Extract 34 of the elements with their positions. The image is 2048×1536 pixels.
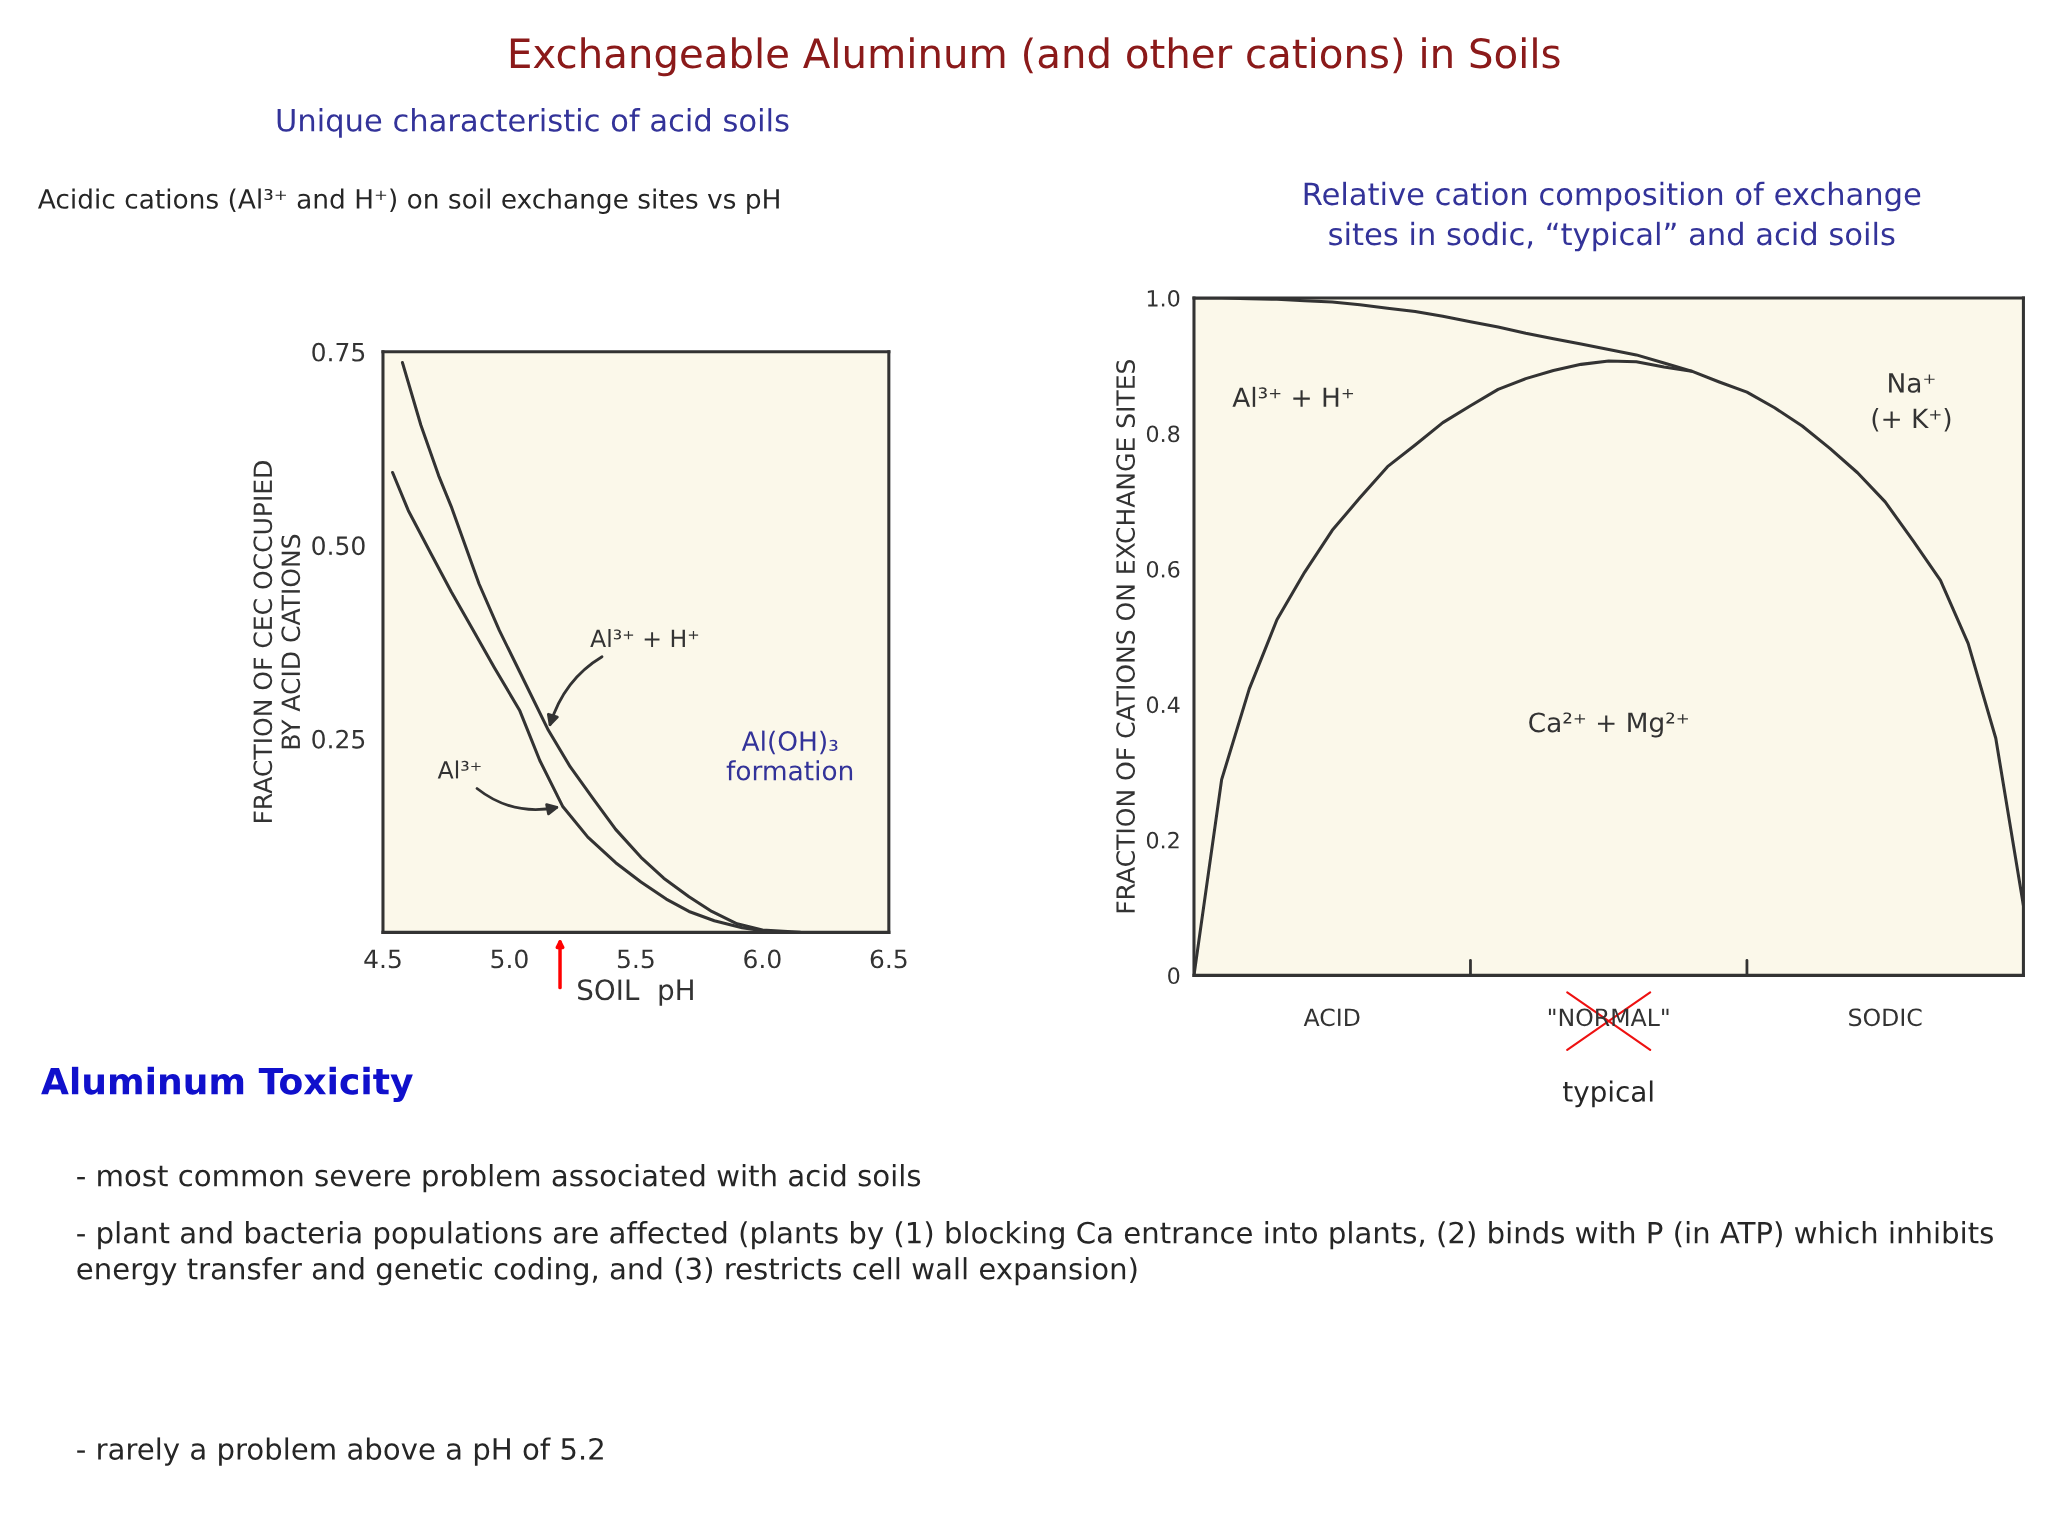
y-axis-title: FRACTION OF CATIONS ON EXCHANGE SITES (1116, 360, 1136, 913)
annotation: Ca²⁺ + Mg²⁺ (1529, 712, 1688, 738)
chart-title: Relative cation composition of exchange sites in sodic, “typical” and acid soils (1304, 181, 1921, 252)
x-tick-label: 5.5 (617, 949, 654, 969)
chart-subtitle: Acidic cations (Al³⁺ and H⁺) on soil exchange sites vs pH (37, 188, 779, 214)
text: SODIC (1849, 1008, 1922, 1027)
annotation: Al³⁺ (437, 760, 481, 779)
text: typical (1563, 1080, 1653, 1108)
y-tick-label: 0.6 (1146, 560, 1180, 578)
chart-title: Unique characteristic of acid soils (277, 108, 789, 138)
x-tick-label: 6.5 (870, 949, 907, 969)
x-tick-label: 5.0 (491, 949, 528, 969)
x-tick-label: 6.0 (744, 949, 781, 969)
text: Aluminum Toxicity (41, 1066, 413, 1103)
y-axis-title: FRACTION OF CEC OCCUPIED BY ACID CATIONS (253, 461, 301, 823)
annotation: Al³⁺ + H⁺ (1232, 386, 1354, 407)
text: ACID (1303, 1008, 1360, 1027)
y-tick-label: 1.0 (1147, 289, 1180, 307)
x-axis-title: SOIL pH (578, 979, 693, 1006)
annotation: Al(OH)₃ formation (726, 730, 853, 781)
annotation: Al³⁺ + H⁺ (590, 629, 699, 647)
text: - most common severe problem associated with acid soils (77, 1164, 921, 1193)
y-tick-label: 0.4 (1146, 696, 1180, 714)
text: - rarely a problem above a pH of 5.2 (77, 1437, 603, 1466)
text: - plant and bacteria populations are affected (plants by (1) blocking Ca entrance into plants, (2) binds with P (in ATP) which inhibits energy transfer and genetic coding, and (3) restricts cell wall expansion) (77, 1221, 1993, 1286)
y-tick-label: 0.2 (1146, 831, 1179, 849)
y-tick-label: 0 (1168, 967, 1180, 985)
y-tick-label: 0.25 (312, 729, 365, 749)
text: Exchangeable Aluminum (and other cations) in Soils (510, 37, 1560, 77)
y-tick-label: 0.50 (312, 536, 365, 556)
y-tick-label: 0.8 (1146, 425, 1180, 443)
annotation: Na⁺ (+ K⁺) (1872, 373, 1951, 432)
x-tick-label: 4.5 (364, 949, 401, 969)
y-tick-label: 0.75 (312, 342, 365, 362)
